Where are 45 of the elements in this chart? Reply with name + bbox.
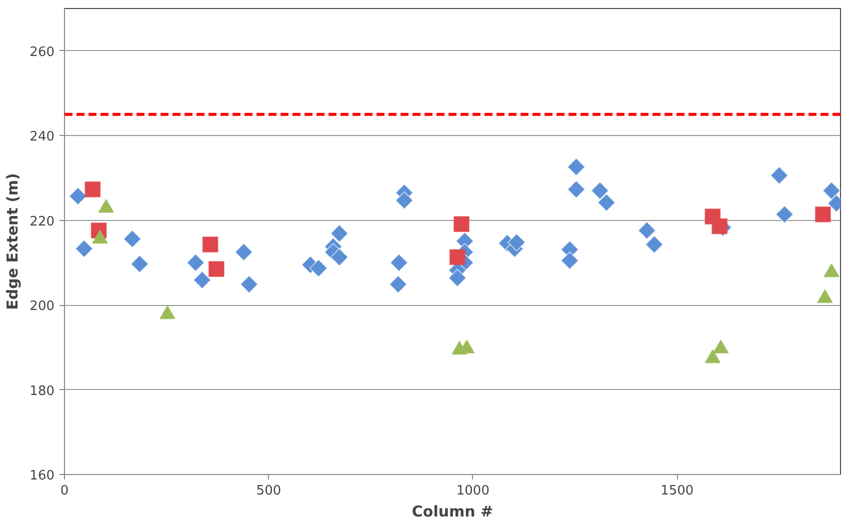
point (775, 205, 794, 224)
y-tick-label: 220 (30, 214, 55, 230)
point (390, 254, 408, 272)
y-tick-label: 180 (30, 384, 55, 399)
point (123, 230, 142, 248)
point (453, 216, 470, 232)
point (330, 224, 349, 243)
point (567, 158, 586, 176)
point (448, 268, 467, 288)
point (208, 261, 224, 278)
point (395, 191, 414, 210)
y-tick-label: 260 (30, 44, 55, 60)
point (309, 259, 328, 278)
point (814, 206, 831, 222)
x-tick-label: 0 (60, 484, 69, 498)
point (130, 254, 149, 274)
point (330, 248, 349, 266)
point (449, 249, 466, 266)
x-axis-title: Column # (412, 502, 494, 520)
point (770, 166, 788, 185)
y-tick-label: 160 (30, 468, 55, 484)
point (68, 187, 88, 206)
point (590, 182, 610, 200)
point (567, 180, 586, 199)
point (645, 235, 664, 254)
x-tick-label: 1000 (456, 484, 490, 498)
x-tick-label: 1500 (660, 484, 694, 498)
point (234, 242, 253, 262)
point (186, 254, 205, 272)
y-tick-label: 240 (30, 130, 55, 145)
point (507, 233, 526, 252)
point (560, 251, 579, 270)
point (638, 221, 656, 240)
point (202, 236, 218, 252)
point (389, 275, 408, 294)
point (192, 270, 212, 290)
point (240, 275, 258, 294)
y-axis-title: Edge Extent (m) (4, 173, 22, 310)
point (822, 182, 840, 200)
y-tick-label: 200 (30, 299, 55, 314)
point (712, 218, 728, 234)
point (74, 240, 94, 258)
point (597, 193, 616, 212)
point (84, 181, 101, 198)
x-tick-label: 500 (256, 484, 282, 498)
